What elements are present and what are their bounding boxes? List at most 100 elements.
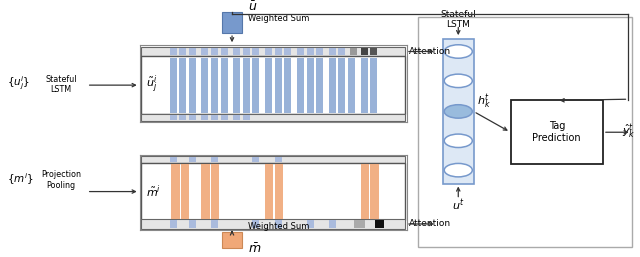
Bar bbox=[252, 157, 259, 162]
Bar bbox=[170, 48, 177, 56]
Text: Stateful
LSTM: Stateful LSTM bbox=[45, 75, 77, 94]
Bar bbox=[179, 58, 186, 113]
Bar bbox=[170, 58, 177, 113]
Bar bbox=[202, 164, 210, 219]
Bar bbox=[355, 220, 365, 228]
Bar bbox=[371, 164, 379, 219]
Bar bbox=[252, 48, 259, 56]
Bar bbox=[376, 220, 385, 228]
Bar bbox=[179, 115, 186, 120]
Bar bbox=[275, 157, 282, 162]
Bar bbox=[221, 115, 228, 120]
Bar bbox=[275, 48, 282, 56]
Bar bbox=[179, 48, 186, 56]
Ellipse shape bbox=[444, 163, 472, 177]
Bar bbox=[181, 164, 189, 219]
Text: Stateful
LSTM: Stateful LSTM bbox=[440, 10, 476, 29]
Bar bbox=[223, 12, 241, 33]
Bar bbox=[307, 220, 314, 228]
Bar bbox=[307, 58, 314, 113]
Bar bbox=[234, 115, 240, 120]
Text: $\hat{y}_k^t$: $\hat{y}_k^t$ bbox=[622, 123, 636, 141]
Bar bbox=[141, 219, 405, 229]
Text: $\{m^i\}$: $\{m^i\}$ bbox=[7, 171, 34, 187]
Ellipse shape bbox=[444, 74, 472, 88]
Bar bbox=[223, 232, 241, 248]
Bar bbox=[234, 58, 240, 113]
Bar bbox=[234, 48, 240, 56]
Bar bbox=[418, 17, 632, 247]
Bar bbox=[297, 48, 304, 56]
Bar bbox=[243, 115, 250, 120]
Bar bbox=[202, 58, 209, 113]
Bar bbox=[211, 157, 218, 162]
Bar bbox=[221, 48, 228, 56]
Bar bbox=[189, 220, 196, 228]
Bar bbox=[189, 157, 196, 162]
Ellipse shape bbox=[444, 134, 472, 148]
Bar bbox=[361, 58, 368, 113]
Bar bbox=[361, 48, 368, 56]
Bar bbox=[202, 115, 209, 120]
Bar bbox=[284, 48, 291, 56]
Bar bbox=[170, 157, 177, 162]
Bar bbox=[443, 39, 474, 183]
Bar bbox=[172, 164, 180, 219]
Text: $\bar{m}$: $\bar{m}$ bbox=[248, 242, 261, 256]
Bar bbox=[265, 164, 273, 219]
Bar bbox=[170, 220, 177, 228]
Bar bbox=[189, 115, 196, 120]
Text: $h_k^t$: $h_k^t$ bbox=[477, 92, 490, 111]
Bar bbox=[275, 58, 282, 113]
Bar bbox=[297, 58, 304, 113]
Ellipse shape bbox=[444, 45, 472, 58]
Bar bbox=[202, 48, 209, 56]
Bar bbox=[511, 100, 603, 164]
Bar bbox=[211, 48, 218, 56]
Bar bbox=[284, 58, 291, 113]
Bar bbox=[211, 164, 220, 219]
Text: $\{u_j^i\}$: $\{u_j^i\}$ bbox=[7, 75, 30, 92]
Bar bbox=[211, 115, 218, 120]
Bar bbox=[275, 164, 283, 219]
Text: $\tilde{m}^i$: $\tilde{m}^i$ bbox=[146, 183, 161, 200]
Text: $\bar{u}$: $\bar{u}$ bbox=[248, 1, 257, 14]
Bar bbox=[170, 115, 177, 120]
Bar bbox=[371, 58, 378, 113]
Bar bbox=[265, 58, 272, 113]
Bar bbox=[221, 58, 228, 113]
Bar bbox=[243, 48, 250, 56]
Bar bbox=[371, 48, 378, 56]
Bar bbox=[307, 48, 314, 56]
Text: Attention: Attention bbox=[408, 219, 451, 228]
Bar bbox=[329, 58, 336, 113]
Bar bbox=[339, 58, 346, 113]
Bar bbox=[252, 58, 259, 113]
Text: $u^t$: $u^t$ bbox=[452, 198, 465, 213]
Bar bbox=[211, 58, 218, 113]
Bar bbox=[141, 163, 405, 220]
Ellipse shape bbox=[444, 105, 472, 118]
Bar bbox=[189, 48, 196, 56]
Bar bbox=[361, 164, 369, 219]
Bar bbox=[329, 48, 336, 56]
Bar bbox=[189, 58, 196, 113]
Text: Projection
Pooling: Projection Pooling bbox=[41, 170, 81, 190]
Text: Weighted Sum: Weighted Sum bbox=[248, 222, 309, 231]
Bar bbox=[350, 48, 357, 56]
Text: Attention: Attention bbox=[408, 47, 451, 56]
Bar bbox=[141, 47, 405, 56]
Bar bbox=[348, 58, 355, 113]
Text: Weighted Sum: Weighted Sum bbox=[248, 14, 309, 23]
Text: Tag
Prediction: Tag Prediction bbox=[532, 122, 581, 143]
Bar bbox=[252, 220, 259, 228]
Bar bbox=[141, 114, 405, 121]
Bar bbox=[275, 220, 282, 228]
Bar bbox=[211, 220, 218, 228]
Bar bbox=[329, 220, 336, 228]
Bar bbox=[265, 48, 272, 56]
Bar bbox=[339, 48, 346, 56]
Bar bbox=[141, 56, 405, 114]
Bar bbox=[316, 48, 323, 56]
Text: $\tilde{u}_j^i$: $\tilde{u}_j^i$ bbox=[146, 74, 157, 96]
